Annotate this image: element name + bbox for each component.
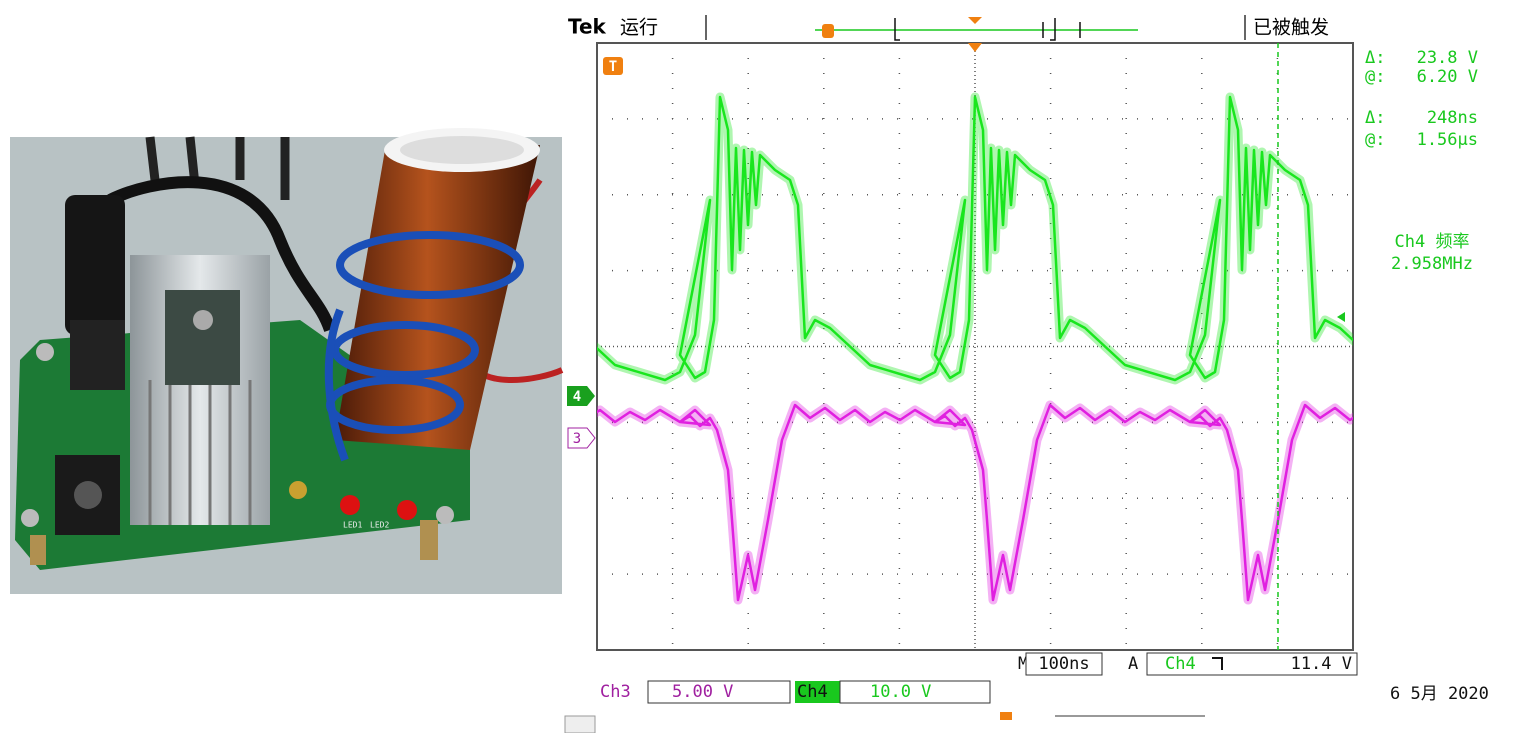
value: 23.8 V [1417,48,1478,68]
channel-scale: 10.0 V [870,682,931,702]
scope-header: Tek 运行 已被触发 [568,15,1329,41]
board-label: LED1 [343,521,362,530]
measure-value: 2.958MHz [1391,254,1473,274]
trigger-mode: A [1128,654,1138,674]
trigger-source: Ch4 [1165,654,1196,674]
brand: Tek [568,15,607,39]
channel-name: Ch3 [600,682,631,702]
waveforms [597,92,1353,605]
label: Δ: [1365,108,1385,128]
measure-label: Ch4 频率 [1395,232,1470,252]
waveform [597,95,1353,382]
value: 1.56µs [1417,130,1478,150]
date: 6 5月 2020 [1390,684,1489,704]
ch4-marker [567,386,595,406]
ch3-marker-label: 3 [573,431,581,447]
ch4-marker-label: 4 [573,389,581,405]
label: @: [1365,67,1385,87]
value: 248ns [1427,108,1478,128]
trigger-level: 11.4 V [1291,654,1352,674]
run-status: 运行 [620,17,658,39]
photo: LED1 LED2 [10,128,564,594]
board-label: LED2 [370,521,389,530]
trigger-marker [603,57,623,75]
status-bar: M 100ns A Ch4 11.4 V Ch3 5.00 V Ch4 10.0… [564,652,1489,733]
trigger-marker-label: T [609,59,617,75]
label: Δ: [1365,48,1385,68]
channel-name: Ch4 [797,682,828,702]
value: 6.20 V [1417,67,1478,87]
trigger-pos [968,43,982,52]
channel-scale: 5.00 V [672,682,733,702]
label: @: [1365,130,1385,150]
cursor-readout: Δ: 23.8 V @: 6.20 V Δ: 248ns @: 1.56µs C… [1365,48,1478,274]
timebase-value: 100ns [1038,654,1089,674]
trigger-state: 已被触发 [1253,17,1329,39]
waveform [597,403,1353,602]
timebase-label: M [1018,654,1028,674]
ch3-marker [567,427,596,449]
